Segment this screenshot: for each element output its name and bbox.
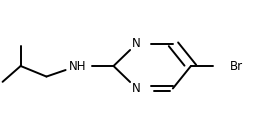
Text: NH: NH [69, 60, 86, 72]
Text: N: N [132, 82, 141, 95]
Text: N: N [132, 37, 141, 50]
Text: Br: Br [230, 60, 243, 72]
